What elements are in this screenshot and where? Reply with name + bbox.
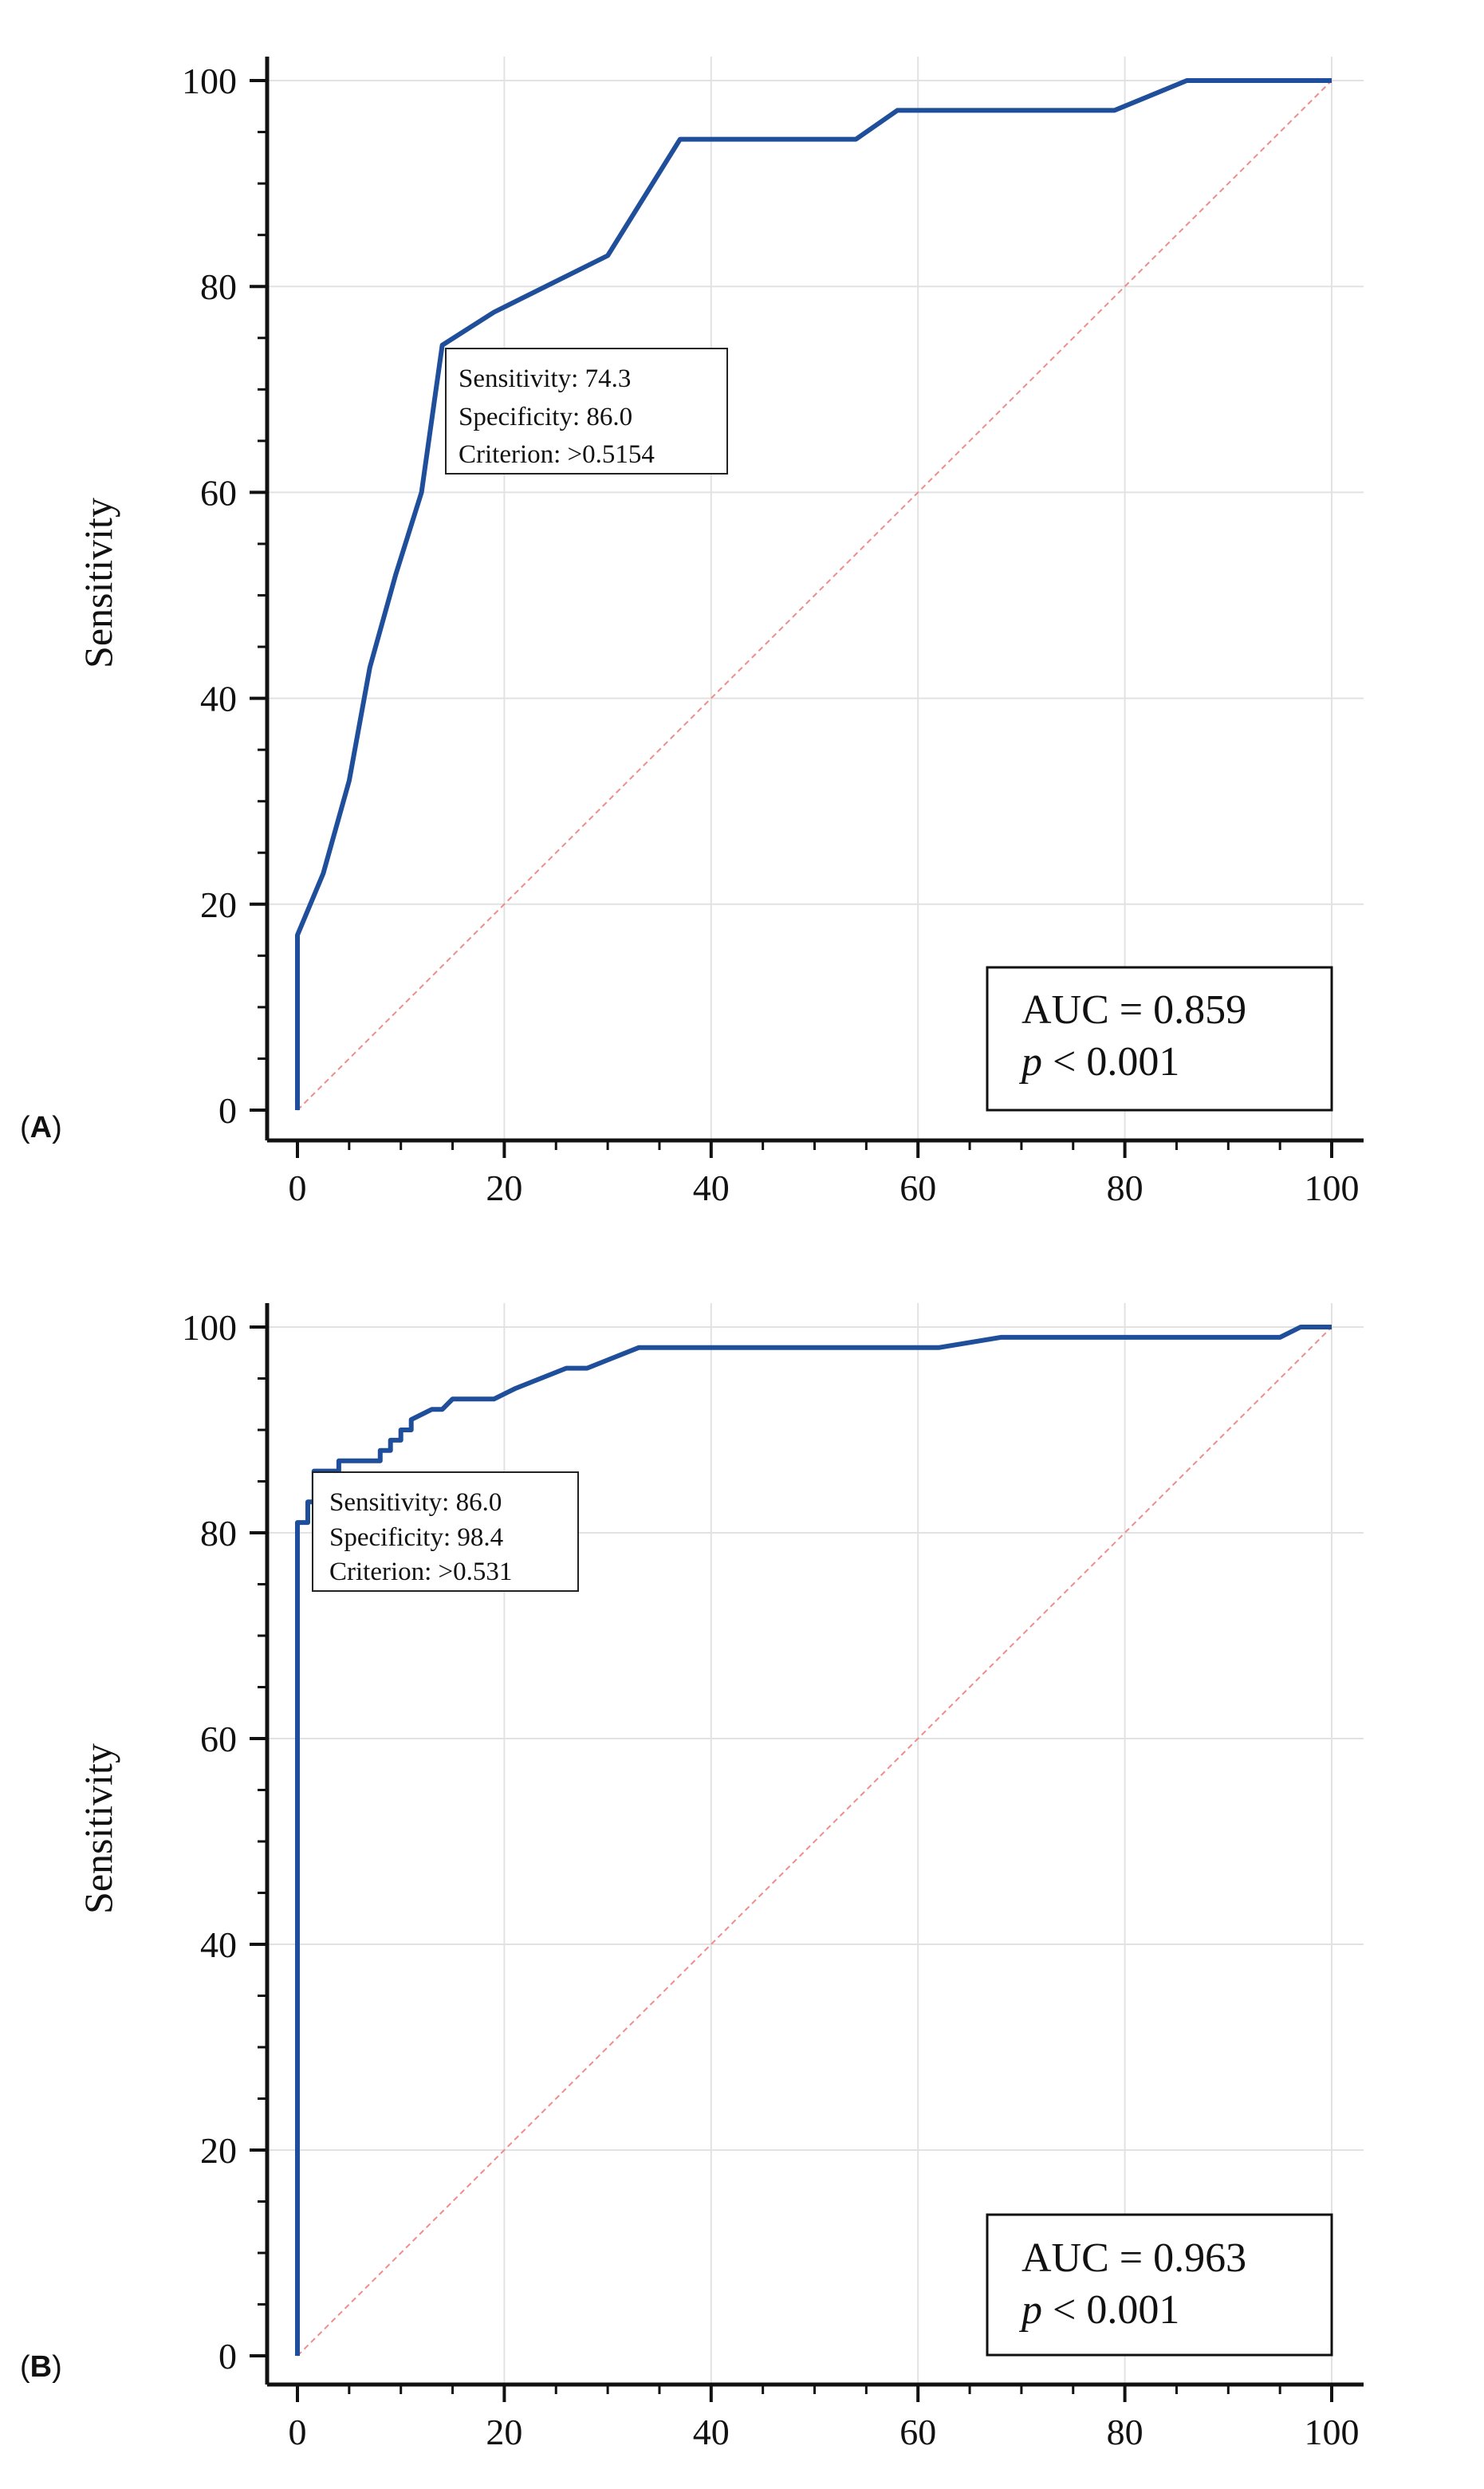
criterion-annotation-box	[312, 1471, 579, 1592]
auc-stats-box	[986, 2213, 1333, 2357]
p-symbol: p	[1018, 2287, 1042, 2333]
auc-value: AUC = 0.859	[1021, 987, 1246, 1033]
x-tick-label: 100	[1305, 1168, 1360, 1208]
panel-label-part: )	[52, 2350, 62, 2384]
y-tick-label: 60	[200, 1719, 237, 1759]
y-tick-label: 40	[200, 679, 237, 719]
y-tick-label: 100	[182, 61, 237, 101]
x-tick-label: 60	[899, 1168, 936, 1208]
annotation-line: Criterion: >0.531	[329, 1558, 512, 1586]
annotation-line: Specificity: 86.0	[459, 403, 632, 431]
y-axis-label: Sensitivity	[76, 498, 120, 668]
panel-label: (B)	[20, 2350, 62, 2384]
chart-panel-b: 0 20 40 60 80 100 0 20 40 60 80 100 Sensitivity Sensi…	[20, 1303, 1364, 2452]
chart-panel-a: 0 20 40 60 80 100 0 20 40 60 80 100 Sensitivity Sensi…	[20, 57, 1364, 1208]
x-tick-label: 40	[693, 1168, 730, 1208]
reference-line	[297, 1326, 1332, 2357]
panel-label-part: (	[20, 2350, 30, 2384]
x-tick-label: 60	[899, 2412, 936, 2452]
auc-stats-box	[986, 966, 1333, 1112]
x-tick-label: 0	[289, 1168, 307, 1208]
y-tick-label: 20	[200, 2130, 237, 2171]
y-tick-label: 0	[218, 2336, 237, 2377]
x-tick-label: 20	[486, 1168, 522, 1208]
x-tick-label: 0	[289, 2412, 307, 2452]
annotation-line: Specificity: 98.4	[329, 1523, 503, 1552]
y-tick-label: 20	[200, 884, 237, 925]
panel-label: (A)	[20, 1111, 62, 1144]
auc-value: AUC = 0.963	[1021, 2235, 1246, 2281]
panel-label-part: (	[20, 1111, 30, 1144]
roc-curve	[295, 78, 1332, 1110]
reference-line	[297, 80, 1332, 1111]
x-tick-label: 20	[486, 2412, 522, 2452]
x-tick-label: 40	[693, 2412, 730, 2452]
y-tick-label: 40	[200, 1924, 237, 1965]
y-tick-label: 80	[200, 266, 237, 307]
y-tick-label: 80	[200, 1513, 237, 1554]
y-axis-label: Sensitivity	[76, 1743, 120, 1914]
y-tick-label: 60	[200, 472, 237, 513]
x-tick-label: 100	[1305, 2412, 1360, 2452]
y-tick-label: 0	[218, 1090, 237, 1131]
p-threshold: < 0.001	[1042, 1039, 1179, 1085]
x-tick-label: 80	[1107, 1168, 1144, 1208]
p-value: p < 0.001	[1018, 2287, 1179, 2333]
annotation-line: Criterion: >0.5154	[459, 440, 655, 469]
y-tick-label: 100	[182, 1307, 237, 1348]
annotation-line: Sensitivity: 74.3	[459, 364, 631, 393]
x-tick-label: 80	[1107, 2412, 1144, 2452]
panel-label-part: A	[30, 1111, 52, 1144]
panel-label-part: B	[30, 2350, 52, 2384]
criterion-annotation-box	[445, 348, 728, 475]
p-symbol: p	[1018, 1039, 1042, 1085]
p-value: p < 0.001	[1018, 1039, 1179, 1085]
panel-label-part: )	[52, 1111, 62, 1144]
annotation-line: Sensitivity: 86.0	[329, 1488, 502, 1517]
p-threshold: < 0.001	[1042, 2287, 1179, 2333]
